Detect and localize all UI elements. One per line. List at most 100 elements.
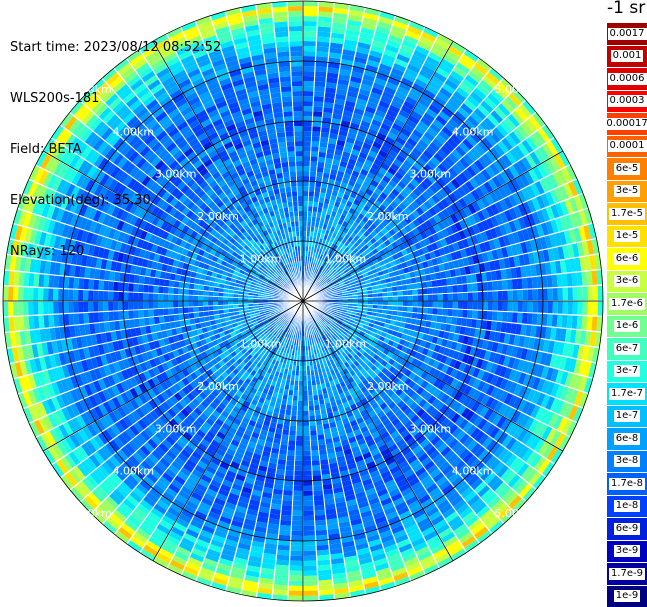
- range-bin: [141, 334, 149, 344]
- range-bin: [121, 462, 134, 475]
- range-bin: [344, 361, 351, 368]
- range-bin: [311, 460, 321, 466]
- range-bin: [103, 291, 109, 301]
- range-bin: [260, 392, 268, 400]
- range-bin: [479, 509, 494, 522]
- range-bin: [547, 340, 555, 354]
- range-bin: [402, 306, 408, 312]
- range-bin: [164, 511, 178, 522]
- range-bin: [550, 448, 563, 464]
- range-bin: [56, 340, 64, 353]
- range-bin: [184, 276, 191, 284]
- range-bin: [252, 353, 259, 360]
- range-bin: [152, 396, 162, 407]
- range-bin: [176, 517, 190, 529]
- range-bin: [387, 305, 393, 311]
- range-bin: [564, 387, 575, 403]
- range-bin: [227, 581, 243, 590]
- range-bin: [361, 336, 368, 342]
- range-bin: [82, 477, 95, 492]
- range-bin: [177, 261, 184, 269]
- range-bin: [138, 275, 145, 285]
- range-bin: [202, 452, 213, 462]
- range-bin: [173, 307, 179, 315]
- range-bin: [333, 486, 344, 494]
- range-bin: [498, 485, 512, 499]
- range-bin: [532, 474, 546, 490]
- range-bin: [31, 244, 39, 259]
- range-bin: [444, 420, 455, 432]
- range-bin: [366, 492, 379, 501]
- range-bin: [320, 317, 326, 323]
- range-bin: [334, 324, 340, 330]
- range-bin: [357, 342, 364, 349]
- range-bin: [507, 301, 513, 312]
- range-bin: [555, 384, 565, 399]
- range-bin: [250, 350, 257, 357]
- range-bin: [166, 360, 174, 370]
- range-bin: [445, 511, 459, 523]
- range-bin: [252, 453, 262, 461]
- range-bin: [118, 301, 124, 311]
- range-bin: [267, 467, 277, 474]
- range-bin: [349, 328, 355, 334]
- range-bin: [140, 267, 147, 276]
- range-bin: [51, 396, 61, 411]
- range-bin: [241, 528, 255, 536]
- range-bin: [91, 489, 106, 503]
- range-bin: [348, 318, 355, 324]
- range-bin: [414, 351, 422, 360]
- range-bin: [341, 351, 348, 358]
- range-bin: [248, 295, 254, 299]
- range-bin: [403, 491, 416, 502]
- range-bin: [156, 262, 163, 271]
- range-bin: [330, 347, 336, 353]
- range-bin: [367, 301, 373, 305]
- range-bin: [243, 481, 254, 490]
- range-bin: [408, 380, 417, 389]
- range-bin: [360, 447, 371, 455]
- range-bin: [342, 443, 351, 451]
- range-bin: [550, 368, 559, 383]
- range-bin: [85, 358, 94, 371]
- range-bin: [206, 270, 213, 277]
- range-bin: [501, 343, 509, 355]
- range-bin: [470, 318, 478, 328]
- range-bin: [238, 496, 250, 504]
- range-bin: [408, 371, 417, 381]
- range-bin: [159, 495, 173, 507]
- range-bin: [303, 530, 316, 536]
- range-bin: [133, 310, 139, 319]
- range-bin: [286, 455, 295, 461]
- range-bin: [208, 296, 214, 301]
- range-bin: [337, 460, 347, 468]
- range-bin: [422, 333, 429, 341]
- range-bin: [412, 330, 419, 338]
- range-bin: [215, 470, 226, 480]
- range-bin: [143, 293, 149, 301]
- range-bin: [129, 424, 140, 437]
- range-bin: [517, 372, 527, 385]
- range-bin: [117, 340, 125, 351]
- range-bin: [325, 402, 332, 409]
- range-bin: [237, 425, 247, 434]
- range-bin: [287, 338, 291, 344]
- range-bin: [158, 476, 171, 488]
- range-bin: [297, 345, 301, 351]
- range-bin: [441, 483, 455, 495]
- range-bin: [350, 518, 363, 526]
- range-bin: [78, 242, 86, 255]
- range-bin: [138, 301, 144, 310]
- range-bin: [282, 342, 287, 348]
- range-bin: [508, 381, 518, 394]
- range-bin: [172, 555, 188, 566]
- range-bin: [420, 362, 428, 371]
- range-bin: [185, 528, 200, 539]
- range-bin: [378, 492, 391, 502]
- range-bin: [480, 319, 487, 330]
- range-bin: [113, 281, 119, 292]
- range-bin: [146, 350, 154, 361]
- range-bin: [151, 421, 162, 432]
- range-bin: [311, 380, 317, 386]
- range-bin: [29, 421, 41, 438]
